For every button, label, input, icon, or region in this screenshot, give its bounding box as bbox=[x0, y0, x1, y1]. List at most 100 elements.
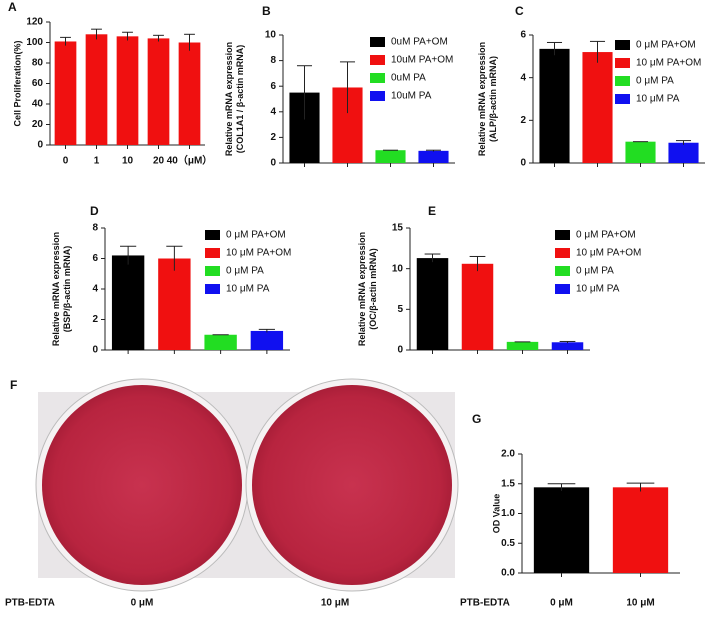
panel-label: B bbox=[262, 4, 271, 18]
bar bbox=[461, 263, 494, 350]
y-tick-label: 0.5 bbox=[501, 538, 515, 549]
legend-label: 0 μM PA bbox=[636, 76, 674, 87]
y-axis-label: (OC/β-actin mRNA) bbox=[368, 248, 378, 330]
x-tick-label: 10 bbox=[122, 156, 134, 167]
panel-label: A bbox=[8, 0, 17, 14]
y-tick-label: 6 bbox=[270, 81, 276, 92]
bar bbox=[158, 258, 191, 350]
y-tick-label: 2 bbox=[270, 132, 276, 143]
panel-label: E bbox=[428, 204, 436, 218]
bar bbox=[204, 334, 237, 350]
bar bbox=[54, 41, 77, 145]
bar bbox=[551, 342, 584, 350]
legend-swatch bbox=[555, 230, 570, 240]
bar bbox=[375, 150, 406, 163]
bar bbox=[506, 341, 539, 350]
y-tick-label: 20 bbox=[32, 119, 44, 130]
y-tick-label: 15 bbox=[392, 223, 404, 234]
y-tick-label: 80 bbox=[32, 58, 44, 69]
legend-swatch bbox=[205, 248, 220, 258]
y-tick-label: 60 bbox=[32, 78, 44, 89]
y-tick-label: 100 bbox=[26, 37, 43, 48]
x-tick-label: 20 bbox=[153, 156, 165, 167]
legend-swatch bbox=[555, 266, 570, 276]
y-tick-label: 5 bbox=[397, 304, 403, 315]
y-tick-label: 0 bbox=[270, 158, 276, 169]
panel-label: F bbox=[10, 378, 17, 392]
legend-label: 10 μM PA+OM bbox=[636, 58, 701, 69]
y-tick-label: 4 bbox=[92, 284, 98, 295]
y-axis-label: Relative mRNA expression bbox=[357, 232, 367, 346]
x-axis-label: PTB-EDTA bbox=[460, 598, 510, 609]
bar bbox=[539, 48, 570, 163]
legend-swatch bbox=[615, 94, 630, 104]
y-axis-label: OD Value bbox=[491, 494, 501, 534]
y-axis-label: Cell Proliferation(%) bbox=[12, 40, 22, 126]
legend-swatch bbox=[205, 284, 220, 294]
legend-swatch bbox=[615, 76, 630, 86]
bar bbox=[111, 255, 145, 350]
bar bbox=[533, 487, 590, 573]
legend-label: 0uM PA+OM bbox=[391, 37, 448, 48]
legend-label: 0 μM PA bbox=[576, 266, 614, 277]
legend-label: 10 μM PA+OM bbox=[226, 248, 291, 259]
x-tick-label: 10 μM bbox=[626, 598, 654, 609]
bar bbox=[116, 36, 139, 145]
y-tick-label: 0 bbox=[92, 345, 98, 356]
y-tick-label: 120 bbox=[26, 17, 43, 28]
y-tick-label: 6 bbox=[520, 30, 526, 41]
x-tick-label: 0 μM bbox=[131, 598, 154, 609]
legend-swatch bbox=[555, 284, 570, 294]
panel-label: C bbox=[515, 4, 524, 18]
panel-label: D bbox=[90, 204, 99, 218]
y-tick-label: 4 bbox=[520, 72, 526, 83]
well bbox=[252, 385, 452, 585]
legend-label: 10uM PA bbox=[391, 91, 432, 102]
y-tick-label: 10 bbox=[392, 263, 404, 274]
bar bbox=[178, 42, 201, 145]
y-tick-label: 2 bbox=[520, 115, 526, 126]
y-tick-label: 10 bbox=[265, 30, 277, 41]
y-axis-label: Relative mRNA expression bbox=[224, 42, 234, 156]
x-tick-label: 0 bbox=[63, 156, 69, 167]
y-tick-label: 2.0 bbox=[501, 449, 515, 460]
bar bbox=[582, 52, 613, 163]
legend-label: 0 μM PA+OM bbox=[636, 40, 696, 51]
x-tick-label: 10 μM bbox=[321, 598, 349, 609]
y-tick-label: 1.5 bbox=[501, 478, 515, 489]
legend-swatch bbox=[205, 230, 220, 240]
x-axis-label: PTB-EDTA bbox=[5, 598, 55, 609]
legend-swatch bbox=[370, 37, 385, 47]
legend-label: 10 μM PA bbox=[576, 284, 620, 295]
y-axis-label: Relative mRNA expression bbox=[477, 42, 487, 156]
y-axis-label: (ALP/β-actin mRNA) bbox=[488, 56, 498, 142]
x-tick-label: 40（μM） bbox=[167, 154, 213, 167]
y-tick-label: 8 bbox=[92, 223, 98, 234]
legend-swatch bbox=[370, 55, 385, 65]
legend-label: 0 μM PA+OM bbox=[226, 230, 286, 241]
y-axis-label: Relative mRNA expression bbox=[51, 232, 61, 346]
legend-label: 10 μM PA bbox=[226, 284, 270, 295]
legend-swatch bbox=[615, 58, 630, 68]
panel-label: G bbox=[472, 412, 481, 426]
bar bbox=[85, 34, 108, 145]
legend-swatch bbox=[615, 40, 630, 50]
y-axis-label: (COL1A1 / β-actin mRNA) bbox=[235, 45, 245, 154]
y-tick-label: 1.0 bbox=[501, 508, 515, 519]
legend-label: 10 μM PA+OM bbox=[576, 248, 641, 259]
bar bbox=[668, 142, 699, 163]
bar bbox=[416, 258, 449, 350]
y-tick-label: 0 bbox=[520, 158, 526, 169]
x-tick-label: 0 μM bbox=[550, 598, 573, 609]
legend-swatch bbox=[555, 248, 570, 258]
legend-swatch bbox=[370, 73, 385, 83]
photo-panel: F PTB-EDTA 0 μM 10 μM bbox=[5, 378, 459, 609]
bar bbox=[147, 38, 170, 145]
legend-label: 10uM PA+OM bbox=[391, 55, 453, 66]
legend-swatch bbox=[370, 91, 385, 101]
y-tick-label: 0 bbox=[397, 345, 403, 356]
legend-label: 10 μM PA bbox=[636, 94, 680, 105]
y-tick-label: 0.0 bbox=[501, 568, 515, 579]
well bbox=[42, 385, 242, 585]
y-tick-label: 8 bbox=[270, 55, 276, 66]
